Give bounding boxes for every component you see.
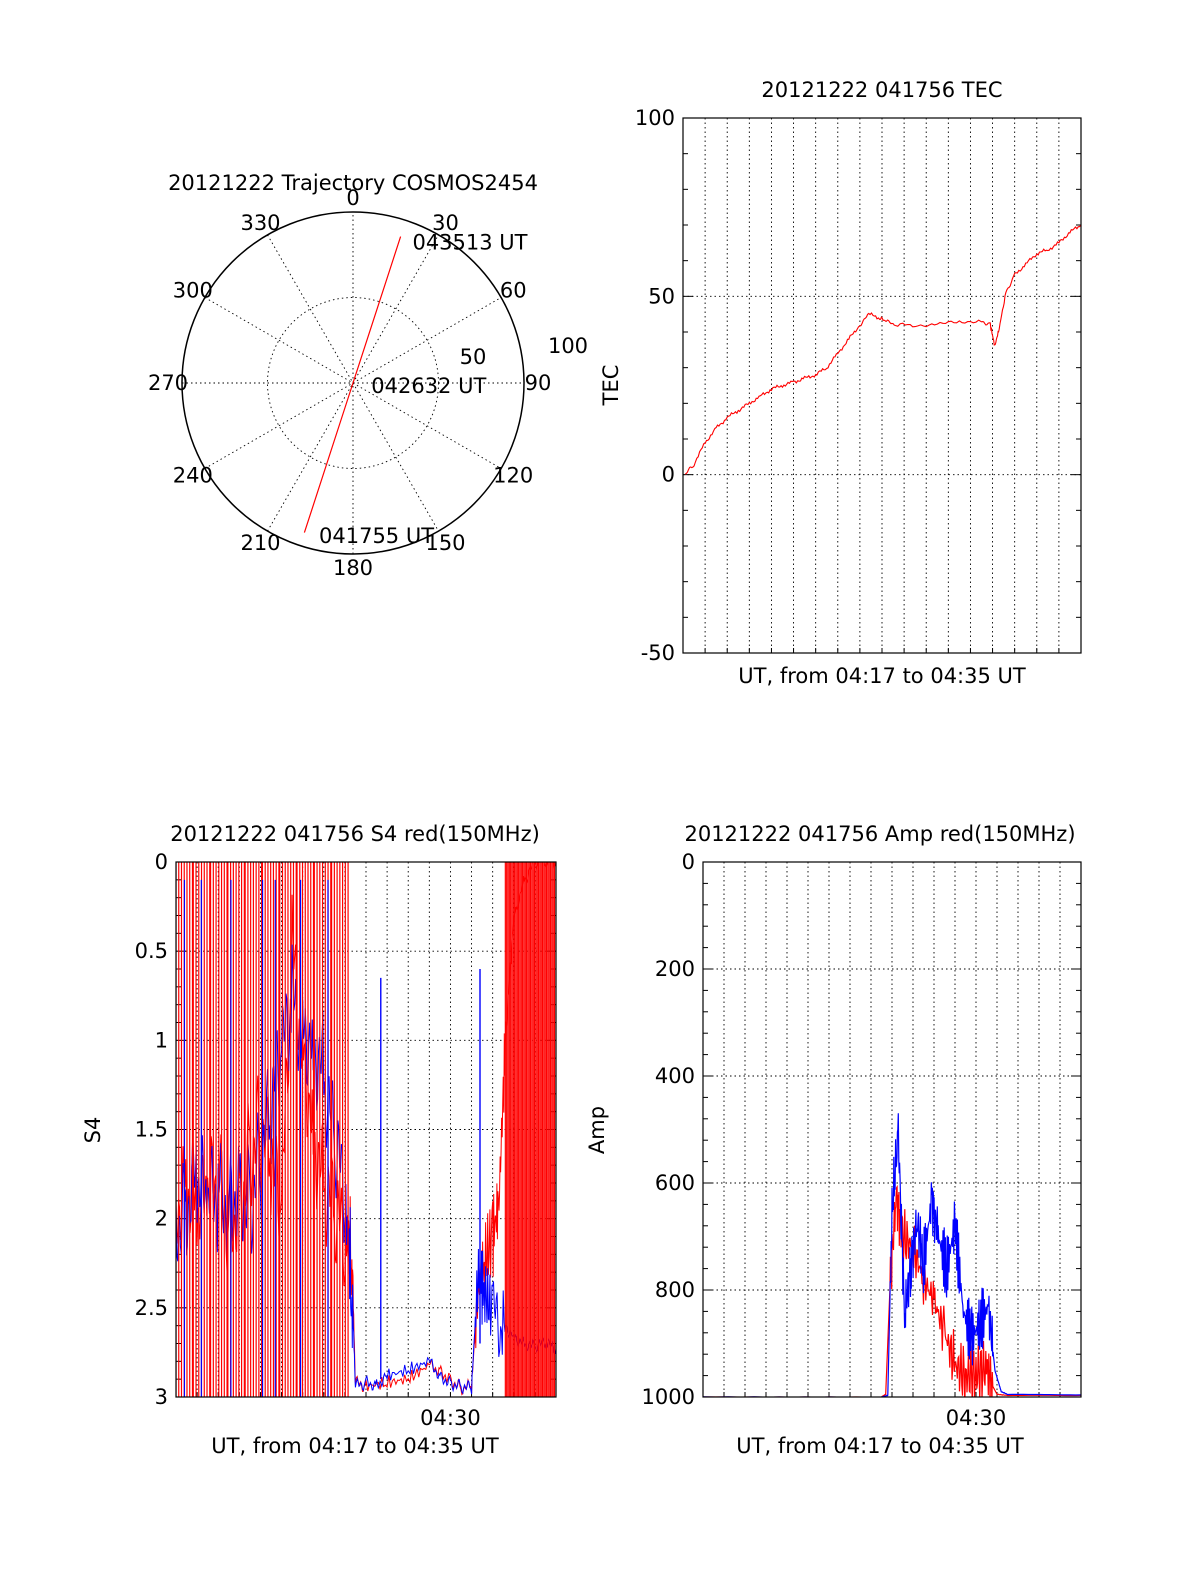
tec-plot-ytick-label: 50 (648, 284, 675, 308)
tec-chart: 20121222 041756 TEC UT, from 04:17 to 04… (599, 78, 1082, 688)
polar-radial-label: 50 (460, 345, 487, 369)
s4-plot-ytick-label: 1 (155, 1028, 168, 1052)
tec-title: 20121222 041756 TEC (761, 78, 1002, 102)
amp-plot-xtick-label: 04:30 (946, 1406, 1007, 1430)
tec-plot-ytick-label: -50 (641, 641, 675, 665)
s4-title: 20121222 041756 S4 red(150MHz) (170, 822, 540, 846)
tec-plot-ytick-label: 100 (635, 106, 675, 130)
s4-plot-area: 0 0.5 1 1.5 2 2.5 3 04:30 (135, 850, 557, 1430)
tec-plot-frame (682, 117, 1082, 654)
polar-azimuth-label: 60 (500, 279, 527, 303)
polar-time-label: 043513 UT (412, 231, 527, 255)
s4-plot-frame (175, 861, 557, 1398)
s4-ylabel: S4 (81, 1117, 105, 1144)
s4-plot-ytick-label: 3 (155, 1385, 168, 1409)
polar-azimuth-label: 150 (425, 531, 465, 555)
amp-plot-frame (702, 861, 1082, 1398)
polar-azimuth-label: 240 (173, 464, 213, 488)
amp-plot-ytick-label: 0 (682, 850, 695, 874)
amp-xlabel: UT, from 04:17 to 04:35 UT (736, 1434, 1024, 1458)
polar-azimuth-label: 180 (333, 556, 373, 580)
polar-azimuth-label: 210 (240, 531, 280, 555)
polar-azimuth-label: 270 (148, 371, 188, 395)
amp-title: 20121222 041756 Amp red(150MHz) (684, 822, 1075, 846)
polar-azimuth-label: 300 (173, 279, 213, 303)
tec-plot-area: 100 50 0 -50 (635, 106, 1082, 665)
s4-plot-xtick-label: 04:30 (420, 1406, 481, 1430)
polar-azimuth-label: 0 (346, 186, 359, 210)
polar-time-label: 041755 UT (319, 524, 434, 548)
polar-azimuth-label: 30 (432, 211, 459, 235)
s4-plot-ytick-label: 1.5 (135, 1118, 168, 1142)
polar-azimuth-labels: 0 30 60 90 120 150 180 210 240 270 300 330 (148, 186, 551, 580)
polar-azimuth-label: 120 (493, 464, 533, 488)
s4-plot-ytick-label: 2 (155, 1207, 168, 1231)
s4-plot-ytick-label: 0 (155, 850, 168, 874)
polar-azimuth-label: 330 (240, 211, 280, 235)
polar-radial-label: 100 (548, 334, 588, 358)
s4-plot-ytick-label: 2.5 (135, 1296, 168, 1320)
amp-plot-area: 0 200 400 600 800 1000 04:30 (642, 850, 1082, 1430)
polar-time-label: 042632 UT (371, 374, 486, 398)
amp-plot-ytick-label: 1000 (642, 1385, 695, 1409)
tec-plot-series-line (684, 224, 1081, 475)
polar-trajectory: 043513 UT 042632 UT 041755 UT (303, 231, 528, 548)
polar-radial-labels: 50 100 (460, 334, 588, 369)
amp-plot-series-line (703, 1113, 1081, 1397)
amp-plot-ytick-label: 800 (655, 1278, 695, 1302)
polar-trajectory-chart: 20121222 Trajectory COSMOS2454 0 30 60 90 12… (148, 171, 588, 580)
tec-plot-ytick-label: 0 (662, 463, 675, 487)
polar-trajectory-line (303, 236, 402, 533)
s4-xlabel: UT, from 04:17 to 04:35 UT (211, 1434, 499, 1458)
polar-azimuth-label: 90 (525, 371, 552, 395)
tec-xlabel: UT, from 04:17 to 04:35 UT (738, 664, 1026, 688)
amp-plot-ytick-label: 200 (655, 957, 695, 981)
s4-plot-ytick-label: 0.5 (135, 939, 168, 963)
amp-plot-ytick-label: 400 (655, 1064, 695, 1088)
s4-chart: 20121222 041756 S4 red(150MHz) UT, from … (81, 822, 557, 1458)
amp-chart: 20121222 041756 Amp red(150MHz) UT, from… (585, 822, 1082, 1458)
amp-plot-ytick-label: 600 (655, 1171, 695, 1195)
amp-ylabel: Amp (585, 1106, 609, 1154)
tec-ylabel: TEC (599, 365, 623, 407)
polar-title: 20121222 Trajectory COSMOS2454 (168, 171, 538, 195)
